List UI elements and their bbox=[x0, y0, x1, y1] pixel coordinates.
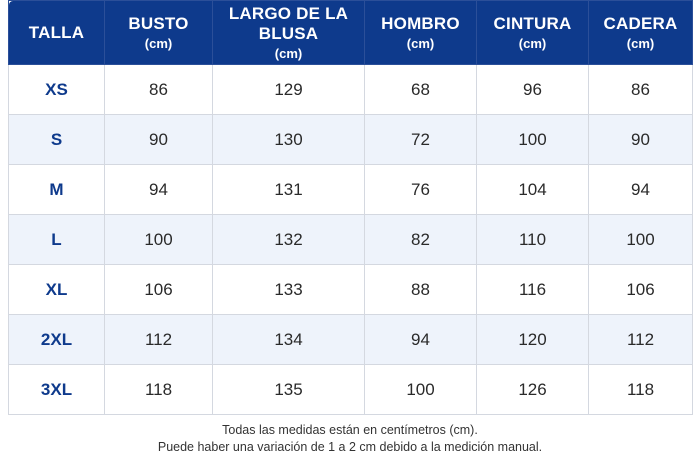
largo-cell: 132 bbox=[212, 214, 365, 265]
footnote-line-2: Puede haber una variación de 1 a 2 cm de… bbox=[157, 440, 543, 454]
header-talla: TALLA bbox=[8, 0, 105, 65]
table-row: S 90 130 72 100 90 bbox=[8, 114, 693, 165]
busto-cell: 100 bbox=[104, 214, 213, 265]
footnote: Todas las medidas están en centímetros (… bbox=[0, 422, 700, 456]
header-title: TALLA bbox=[28, 22, 85, 42]
table-row: L 100 132 82 110 100 bbox=[8, 214, 693, 265]
busto-cell: 112 bbox=[104, 314, 213, 365]
busto-cell: 90 bbox=[104, 114, 213, 165]
busto-cell: 118 bbox=[104, 364, 213, 415]
table-row: XS 86 129 68 96 86 bbox=[8, 64, 693, 115]
size-label-cell: 2XL bbox=[8, 314, 105, 365]
largo-cell: 129 bbox=[212, 64, 365, 115]
header-largo: LARGO DE LA BLUSA (cm) bbox=[212, 0, 365, 65]
largo-cell: 134 bbox=[212, 314, 365, 365]
header-title: CADERA bbox=[603, 13, 678, 33]
cintura-cell: 96 bbox=[476, 64, 589, 115]
header-title: BUSTO bbox=[128, 13, 189, 33]
largo-cell: 135 bbox=[212, 364, 365, 415]
hombro-cell: 88 bbox=[364, 264, 477, 315]
header-hombro: HOMBRO (cm) bbox=[364, 0, 477, 65]
cadera-cell: 90 bbox=[588, 114, 693, 165]
size-chart-table: TALLA BUSTO (cm) LARGO DE LA BLUSA (cm) … bbox=[8, 0, 693, 415]
largo-cell: 130 bbox=[212, 114, 365, 165]
cintura-cell: 100 bbox=[476, 114, 589, 165]
cadera-cell: 100 bbox=[588, 214, 693, 265]
header-unit: (cm) bbox=[274, 45, 303, 61]
cintura-cell: 126 bbox=[476, 364, 589, 415]
cadera-cell: 86 bbox=[588, 64, 693, 115]
largo-cell: 133 bbox=[212, 264, 365, 315]
size-label-cell: XS bbox=[8, 64, 105, 115]
cadera-cell: 112 bbox=[588, 314, 693, 365]
hombro-cell: 100 bbox=[364, 364, 477, 415]
table-header-row: TALLA BUSTO (cm) LARGO DE LA BLUSA (cm) … bbox=[8, 0, 693, 65]
header-cadera: CADERA (cm) bbox=[588, 0, 693, 65]
header-cintura: CINTURA (cm) bbox=[476, 0, 589, 65]
cintura-cell: 110 bbox=[476, 214, 589, 265]
table-row: XL 106 133 88 116 106 bbox=[8, 264, 693, 315]
header-unit: (cm) bbox=[518, 35, 547, 51]
hombro-cell: 76 bbox=[364, 164, 477, 215]
largo-cell: 131 bbox=[212, 164, 365, 215]
busto-cell: 94 bbox=[104, 164, 213, 215]
hombro-cell: 94 bbox=[364, 314, 477, 365]
size-label-cell: S bbox=[8, 114, 105, 165]
header-busto: BUSTO (cm) bbox=[104, 0, 213, 65]
header-title: HOMBRO bbox=[381, 13, 460, 33]
footnote-line-1: Todas las medidas están en centímetros (… bbox=[222, 423, 478, 437]
table-row: 3XL 118 135 100 126 118 bbox=[8, 364, 693, 415]
table-row: M 94 131 76 104 94 bbox=[8, 164, 693, 215]
header-unit: (cm) bbox=[626, 35, 655, 51]
header-title: CINTURA bbox=[493, 13, 572, 33]
busto-cell: 86 bbox=[104, 64, 213, 115]
header-unit: (cm) bbox=[406, 35, 435, 51]
hombro-cell: 72 bbox=[364, 114, 477, 165]
table-row: 2XL 112 134 94 120 112 bbox=[8, 314, 693, 365]
cadera-cell: 106 bbox=[588, 264, 693, 315]
hombro-cell: 68 bbox=[364, 64, 477, 115]
cadera-cell: 118 bbox=[588, 364, 693, 415]
hombro-cell: 82 bbox=[364, 214, 477, 265]
cadera-cell: 94 bbox=[588, 164, 693, 215]
size-label-cell: XL bbox=[8, 264, 105, 315]
header-title: LARGO DE LA BLUSA bbox=[228, 3, 349, 43]
cintura-cell: 104 bbox=[476, 164, 589, 215]
header-unit: (cm) bbox=[144, 35, 173, 51]
size-label-cell: M bbox=[8, 164, 105, 215]
size-label-cell: L bbox=[8, 214, 105, 265]
cintura-cell: 120 bbox=[476, 314, 589, 365]
busto-cell: 106 bbox=[104, 264, 213, 315]
cintura-cell: 116 bbox=[476, 264, 589, 315]
size-label-cell: 3XL bbox=[8, 364, 105, 415]
